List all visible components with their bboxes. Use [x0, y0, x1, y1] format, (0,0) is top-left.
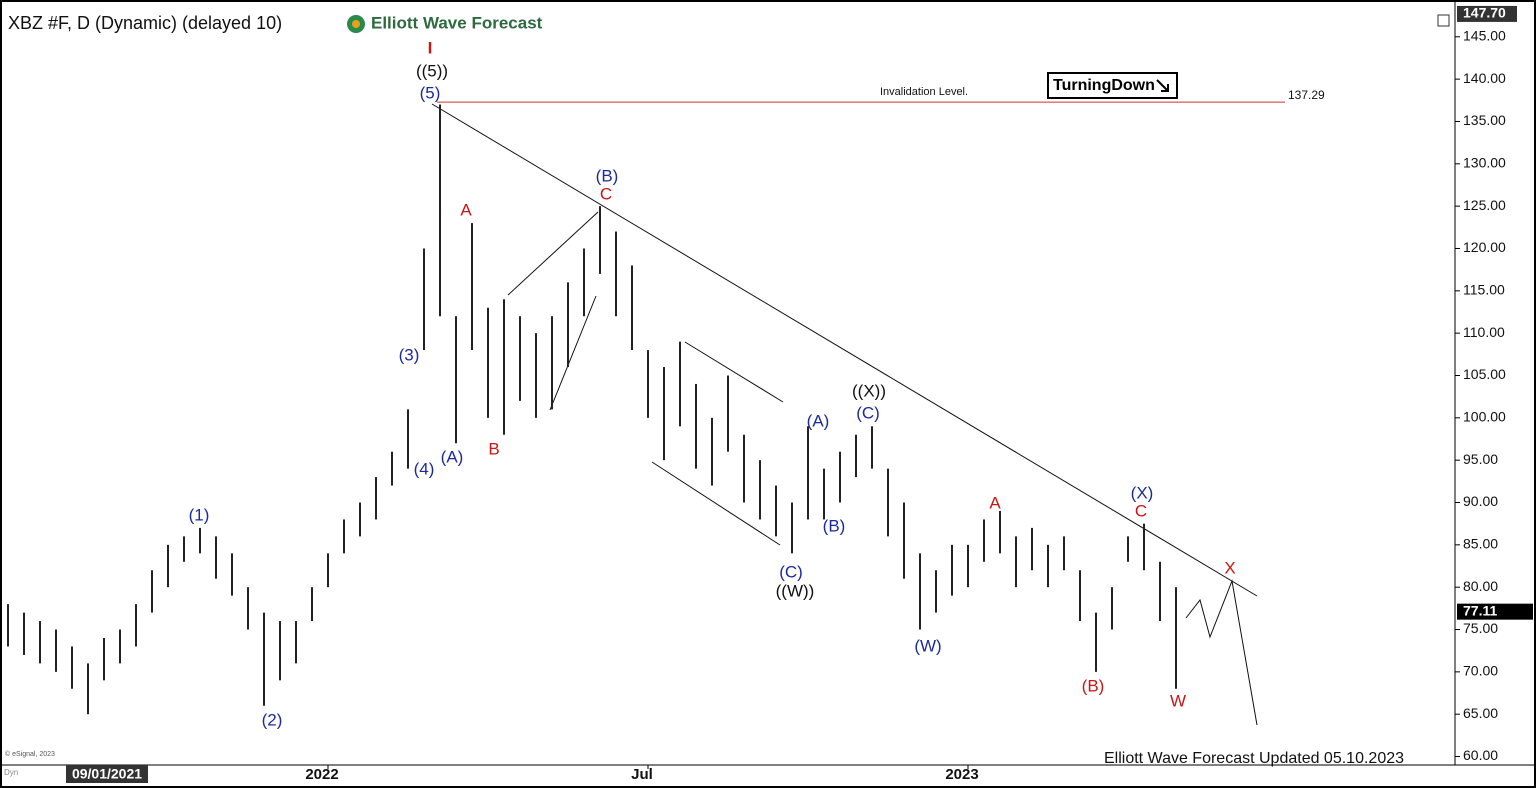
wave-label: (3)	[399, 345, 420, 364]
x-tick-label: 2023	[945, 766, 978, 783]
y-tick-label: 135.00	[1463, 112, 1506, 128]
axis-max-box	[1457, 5, 1517, 22]
trend-lines	[431, 103, 1258, 726]
badge-text: TurningDown	[1053, 77, 1155, 94]
wave-label: A	[460, 200, 472, 219]
wave-label: (B)	[596, 166, 619, 185]
y-tick-label: 85.00	[1463, 536, 1498, 552]
wave-label: (A)	[441, 447, 464, 466]
wave-label: (C)	[779, 562, 803, 581]
wave-label: A	[989, 493, 1001, 512]
x-tick-label: 2022	[305, 766, 338, 783]
badge-box	[1047, 72, 1178, 99]
y-tick-label: 70.00	[1463, 663, 1498, 679]
trend-line	[431, 103, 1258, 597]
y-tick-label: 60.00	[1463, 747, 1498, 763]
wave-labels: I ((5)) (5) (3) (4) (A) A B (B) C (1) (2…	[189, 38, 1236, 729]
wave-label: (5)	[420, 83, 441, 102]
wave-label: ((X))	[852, 381, 886, 400]
y-tick-label: 90.00	[1463, 493, 1498, 509]
badge-arrow	[1156, 79, 1169, 92]
y-tick-label: 105.00	[1463, 366, 1506, 382]
invalidation-text: Invalidation Level.	[880, 86, 968, 98]
y-tick-label: 80.00	[1463, 578, 1498, 594]
y-tick-label: 100.00	[1463, 409, 1506, 425]
wave-label: ((5))	[416, 61, 448, 80]
y-tick-label: 75.00	[1463, 620, 1498, 636]
y-tick-label: 125.00	[1463, 197, 1506, 213]
corner-label: Dyn	[4, 768, 18, 777]
y-tick-label: 140.00	[1463, 70, 1506, 86]
wave-label: C	[600, 184, 612, 203]
wave-label: I	[428, 38, 433, 57]
y-tick-label: 95.00	[1463, 451, 1498, 467]
x-tick-label: Jul	[631, 766, 653, 783]
y-tick-label: 130.00	[1463, 155, 1506, 171]
y-tick-label: 110.00	[1463, 324, 1505, 340]
chart-title: XBZ #F, D (Dynamic) (delayed 10)	[8, 13, 282, 33]
y-tick-label: 115.00	[1463, 282, 1505, 298]
axis-max-label: 147.70	[1463, 5, 1506, 21]
y-tick-label: 120.00	[1463, 239, 1506, 255]
y-tick-label: 65.00	[1463, 705, 1498, 721]
projection-path	[1185, 579, 1258, 726]
logo-text: Elliott Wave Forecast	[371, 13, 543, 32]
cursor-date-box	[66, 765, 148, 783]
wave-label: (W)	[914, 636, 941, 655]
channel-line	[507, 211, 599, 296]
wave-label: (C)	[856, 403, 880, 422]
cursor-date: 09/01/2021	[72, 766, 142, 782]
channel-line	[651, 461, 781, 546]
wave-label: B	[488, 439, 499, 458]
invalidation-value: 137.29	[1288, 88, 1325, 102]
wave-label: ((W))	[776, 581, 815, 600]
last-price-label: 77.11	[1463, 602, 1497, 618]
wave-label: (4)	[414, 459, 435, 478]
channel-line	[684, 341, 784, 403]
wave-label: (2)	[262, 710, 283, 729]
last-price-box	[1457, 603, 1533, 620]
wave-label: (X)	[1131, 483, 1154, 502]
y-tick-label: 145.00	[1463, 27, 1506, 43]
wave-label: C	[1135, 501, 1147, 520]
copyright: © eSignal, 2023	[5, 750, 55, 758]
wave-label: (B)	[1082, 676, 1105, 695]
wave-label: (1)	[189, 505, 210, 524]
window-icon	[1437, 14, 1450, 27]
channel-line	[549, 295, 597, 411]
wave-label: (B)	[823, 516, 846, 535]
wave-label: X	[1224, 558, 1235, 577]
footer: Elliott Wave Forecast Updated 05.10.2023	[1104, 750, 1404, 767]
wave-label: (A)	[807, 411, 830, 430]
wave-label: W	[1170, 691, 1186, 710]
logo-icon	[352, 20, 360, 28]
